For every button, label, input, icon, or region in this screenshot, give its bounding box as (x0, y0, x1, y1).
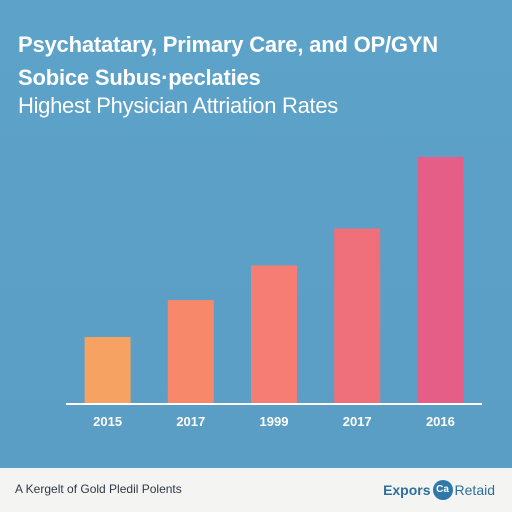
x-tick-labels: 2015 2017 1999 2017 2016 (93, 414, 455, 429)
x-tick-label-3: 1999 (260, 414, 289, 429)
bar-4 (334, 228, 381, 404)
bar-5 (417, 156, 464, 404)
bar-1 (84, 337, 131, 404)
brand-mark-icon: Ca (432, 480, 453, 500)
x-tick-label-4: 2017 (343, 414, 372, 429)
x-tick-label-5: 2016 (426, 414, 455, 429)
bars-group (84, 156, 464, 404)
brand-prefix: Expors (383, 482, 431, 498)
brand-suffix: Retaid (454, 482, 495, 498)
x-tick-label-1: 2015 (93, 414, 122, 429)
chart-title: Psychatatary, Primary Care, and OP/GYN S… (18, 32, 438, 90)
footer-bar: A Kergelt of Gold Pledil Polents Expors … (0, 468, 512, 512)
bar-3 (251, 265, 297, 404)
brand-logo: Expors Ca Retaid (383, 480, 495, 500)
footer-caption: A Kergelt of Gold Pledil Polents (15, 482, 182, 496)
x-tick-label-2: 2017 (176, 414, 205, 429)
chart-subtitle: Highest Physician Attriation Rates (18, 93, 338, 118)
bar-2 (167, 300, 214, 404)
